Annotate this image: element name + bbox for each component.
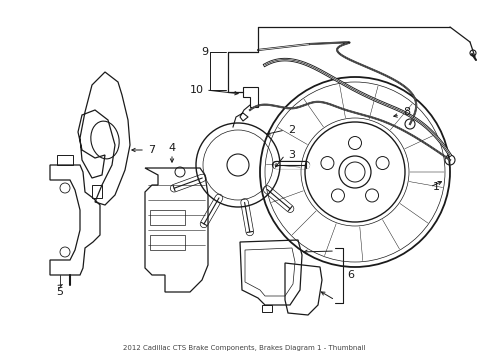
Text: 4: 4	[168, 143, 175, 153]
Text: 7: 7	[148, 145, 155, 155]
Text: 6: 6	[346, 270, 353, 280]
Text: 2012 Cadillac CTS Brake Components, Brakes Diagram 1 - Thumbnail: 2012 Cadillac CTS Brake Components, Brak…	[123, 345, 365, 351]
Text: 5: 5	[57, 287, 63, 297]
Text: 8: 8	[402, 107, 409, 117]
Text: 9: 9	[201, 47, 207, 57]
Text: 3: 3	[287, 150, 294, 160]
Text: 10: 10	[190, 85, 203, 95]
Text: 1: 1	[432, 182, 439, 192]
Text: 2: 2	[287, 125, 295, 135]
